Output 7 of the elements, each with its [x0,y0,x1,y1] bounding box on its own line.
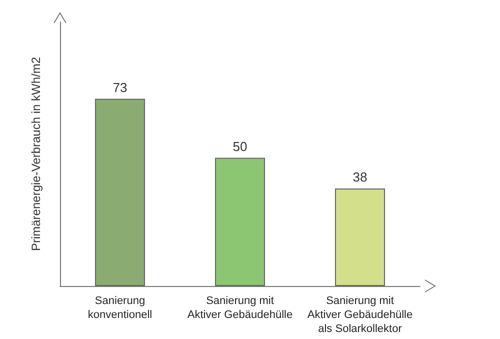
x-tick-label: Sanierung konventionell [88,295,152,321]
y-axis-title: Primärenergie-Verbrauch in kWh/m2 [29,56,43,252]
data-label: 50 [232,138,248,154]
x-tick-label: Sanierung mit Aktiver Gebäudehülle [187,295,293,321]
data-label: 38 [352,170,368,185]
data-label: 73 [112,80,128,95]
x-tick-label: Sanierung mit Aktiver Gebäudehülle als Solarkollektor [307,295,413,335]
